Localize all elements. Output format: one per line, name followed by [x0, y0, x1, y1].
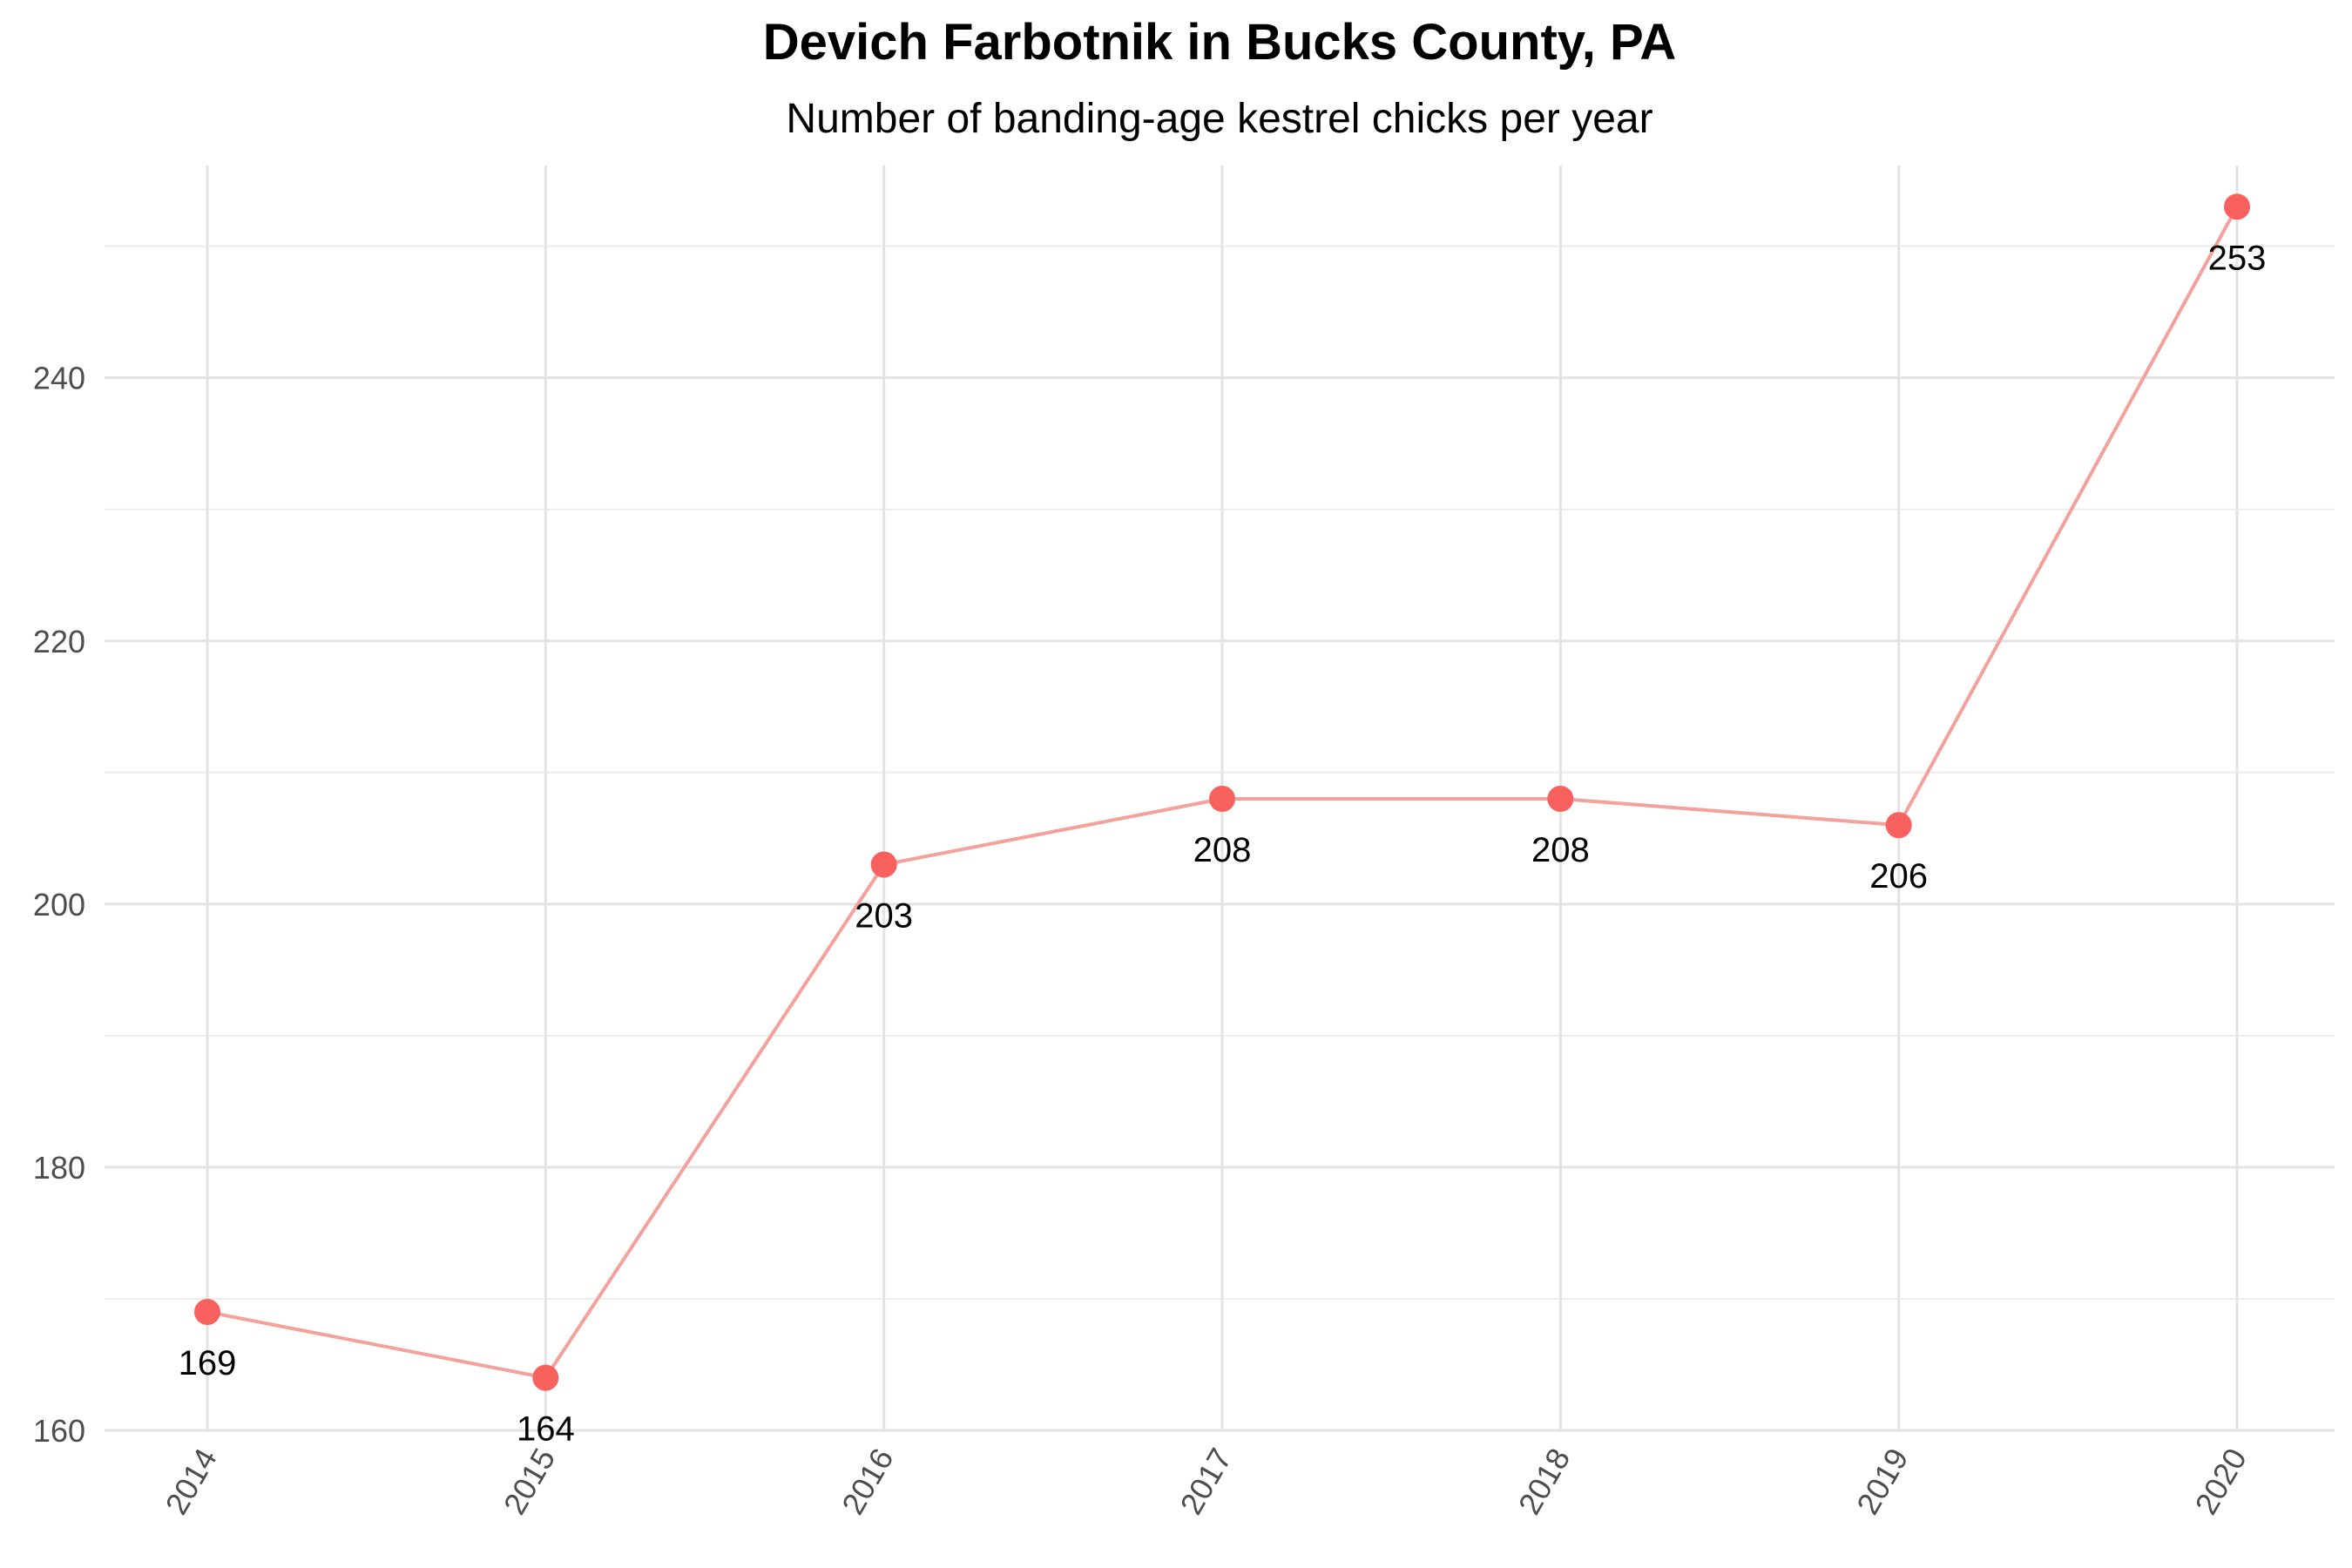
- x-tick-label: 2020: [2187, 1443, 2254, 1521]
- data-point: [1547, 786, 1574, 812]
- data-point: [2224, 193, 2250, 220]
- data-label: 169: [179, 1344, 237, 1382]
- x-tick-label: 2018: [1511, 1443, 1578, 1521]
- y-tick-label: 200: [33, 887, 85, 923]
- y-tick-label: 180: [33, 1150, 85, 1186]
- data-label: 164: [517, 1410, 575, 1449]
- y-tick-label: 160: [33, 1413, 85, 1449]
- x-tick-label: 2015: [497, 1443, 563, 1521]
- chart-subtitle: Number of banding-age kestrel chicks per…: [786, 96, 1652, 142]
- data-label: 208: [1531, 831, 1590, 869]
- data-series: [194, 193, 2250, 1391]
- y-axis: 160 180 200 220 240: [33, 361, 85, 1449]
- x-tick-label: 2017: [1173, 1443, 1239, 1521]
- data-label: 253: [2208, 239, 2267, 277]
- data-point: [870, 851, 897, 878]
- data-point: [1885, 812, 1912, 839]
- data-label: 208: [1193, 831, 1252, 869]
- data-point: [532, 1364, 559, 1391]
- x-tick-label: 2019: [1849, 1443, 1916, 1521]
- x-tick-label: 2016: [835, 1443, 901, 1521]
- y-tick-label: 240: [33, 361, 85, 396]
- data-labels: 169 164 203 208 208 206 253: [179, 239, 2267, 1448]
- x-tick-label: 2014: [158, 1443, 224, 1521]
- data-point: [194, 1299, 220, 1326]
- data-point: [1209, 786, 1235, 812]
- data-label: 203: [855, 897, 913, 936]
- y-tick-label: 220: [33, 624, 85, 659]
- data-label: 206: [1869, 857, 1928, 896]
- x-axis: 2014 2015 2016 2017 2018 2019 2020: [158, 1443, 2254, 1521]
- chart-title: Devich Farbotnik in Bucks County, PA: [763, 14, 1676, 71]
